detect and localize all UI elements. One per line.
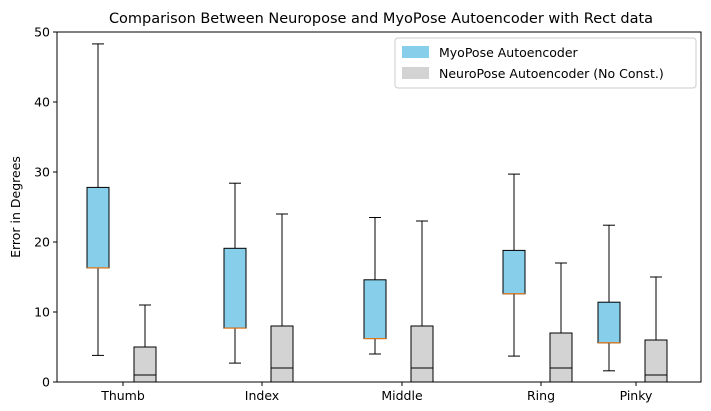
box-0-1 <box>223 182 247 364</box>
box-body <box>86 186 110 269</box>
box-1-0 <box>133 304 157 383</box>
legend-frame <box>394 37 697 89</box>
x-tick-label: Pinky <box>620 388 653 403</box>
legend-label: NeuroPose Autoencoder (No Const.) <box>439 66 664 81</box>
box-0-2 <box>363 217 387 355</box>
plot-area <box>86 43 668 383</box>
box-body <box>410 325 434 383</box>
box-body <box>223 247 247 329</box>
y-axis: 0 10 20 30 40 50 <box>34 25 57 390</box>
legend-swatch <box>402 46 429 58</box>
x-tick-label: Index <box>245 388 279 403</box>
box-body <box>363 279 387 340</box>
box-1-3 <box>549 262 573 383</box>
y-tick-label: 50 <box>34 25 50 40</box>
legend: MyoPose Autoencoder NeuroPose Autoencoder… <box>394 37 697 89</box>
x-tick-label: Thumb <box>100 388 145 403</box>
plot-frame <box>56 31 702 383</box>
box-0-4 <box>597 224 621 372</box>
x-tick-label: Ring <box>527 388 555 403</box>
y-axis-label: Error in Degrees <box>8 156 23 258</box>
box-body <box>502 249 526 295</box>
x-axis: Thumb Index Middle Ring Pinky <box>100 382 653 403</box>
legend-swatch <box>402 67 429 79</box>
box-1-4 <box>644 276 668 383</box>
y-tick-label: 10 <box>34 305 50 320</box>
y-tick-label: 0 <box>42 375 50 390</box>
box-body <box>597 301 621 344</box>
chart-title: Comparison Between Neuropose and MyoPose… <box>109 11 653 27</box>
y-tick-label: 20 <box>34 235 50 250</box>
box-body <box>644 339 668 383</box>
legend-label: MyoPose Autoencoder <box>439 45 579 60</box>
box-0-3 <box>502 173 526 357</box>
y-tick-label: 40 <box>34 95 50 110</box>
box-0-0 <box>86 43 110 356</box>
box-1-2 <box>410 220 434 383</box>
box-body <box>549 332 573 383</box>
box-body <box>133 346 157 383</box>
box-body <box>270 325 294 383</box>
box-1-1 <box>270 213 294 383</box>
y-tick-label: 30 <box>34 165 50 180</box>
x-tick-label: Middle <box>381 388 423 403</box>
